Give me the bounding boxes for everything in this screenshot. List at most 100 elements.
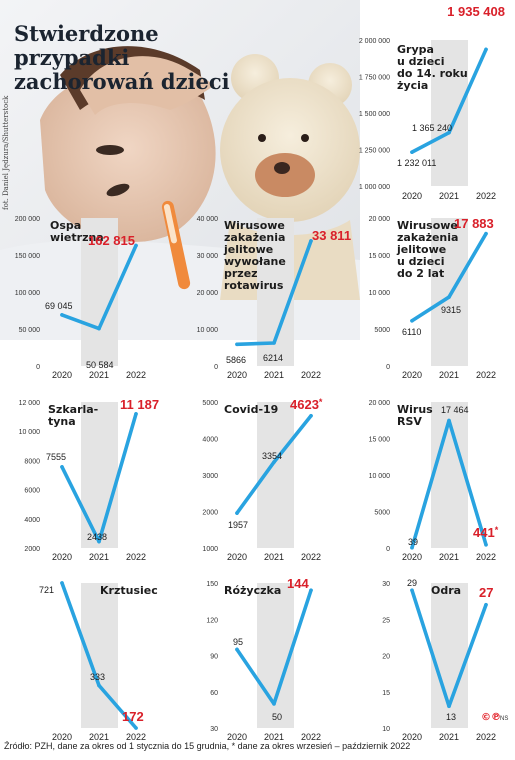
panel-title: Ospa wietrzna [50, 219, 104, 244]
data-point-2020 [235, 511, 239, 515]
y-tick-label: 2 000 000 [359, 38, 390, 45]
y-tick-label: 100 000 [15, 290, 40, 297]
panel-title: Wirusowe zakażenia jelitowe wywołane przez ro… [223, 219, 286, 292]
y-tick-label: 1 250 000 [359, 148, 390, 155]
data-point-2020 [60, 313, 64, 317]
y-tick-label: 0 [36, 364, 40, 371]
y-tick-label: 60 [210, 690, 218, 697]
data-point-2021 [447, 130, 451, 135]
chart-panel-3: 0 10 000 20 000 30 000 40 000 2020 2021 2022 Wir… [197, 216, 351, 380]
publisher-logo: ©℗ [481, 712, 501, 723]
chart-panel-10: 10 15 20 25 30 2020 2021 2022 Odra 29 13 27 [382, 578, 496, 742]
data-point-2020 [410, 545, 414, 550]
x-tick-label: 2020 [402, 552, 422, 562]
y-tick-label: 150 000 [15, 253, 40, 260]
value-label-highlight: 172 [122, 709, 144, 724]
y-tick-label: 1 750 000 [359, 75, 390, 82]
value-label: 3354 [262, 451, 282, 461]
x-tick-label: 2022 [301, 732, 321, 742]
value-label: 29 [407, 578, 417, 588]
data-point-2020 [60, 465, 64, 469]
value-label: 50 584 [86, 360, 114, 370]
value-label: 1 365 240 [412, 123, 452, 133]
y-tick-label: 200 000 [15, 216, 40, 223]
y-tick-label: 10 000 [19, 429, 41, 436]
chart-panel-7: 0 5000 10 000 15 000 20 000 2020 2021 2022 Wirus… [369, 400, 499, 562]
x-tick-label: 2021 [439, 552, 459, 562]
y-tick-label: 10 [382, 726, 390, 733]
y-tick-label: 6000 [24, 488, 40, 495]
x-tick-label: 2022 [301, 370, 321, 380]
value-label: 6110 [402, 327, 421, 337]
x-tick-label: 2022 [126, 370, 146, 380]
y-tick-label: 20 000 [369, 216, 391, 223]
x-tick-label: 2020 [402, 370, 422, 380]
data-point-2020 [60, 581, 64, 585]
value-label: 69 045 [45, 301, 73, 311]
value-label-highlight: 33 811 [312, 228, 351, 243]
x-tick-label: 2021 [89, 552, 109, 562]
y-tick-label: 150 [206, 581, 218, 588]
panel-title: Wirusowe zakażenia jelitowe u dzieci do 2 la… [396, 219, 458, 280]
value-label: 1 232 011 [397, 158, 436, 168]
x-tick-label: 2020 [227, 370, 247, 380]
y-tick-label: 20 000 [197, 290, 219, 297]
data-point-2021 [447, 704, 451, 709]
x-tick-label: 2021 [439, 732, 459, 742]
x-tick-label: 2020 [402, 732, 422, 742]
x-tick-label: 2020 [227, 552, 247, 562]
data-point-2021 [272, 460, 276, 464]
panel-title: Covid-19 [224, 403, 278, 416]
y-tick-label: 3000 [202, 473, 218, 480]
value-label-highlight: 144 [287, 576, 309, 591]
data-point-2022 [484, 602, 488, 607]
value-label: 5866 [226, 355, 246, 365]
y-tick-label: 15 [382, 690, 390, 697]
panel-title: Krztusiec [100, 584, 158, 597]
value-label: 721 [39, 585, 54, 595]
y-tick-label: 0 [386, 364, 390, 371]
value-label: 95 [233, 637, 243, 647]
data-point-2021 [272, 702, 276, 706]
y-tick-label: 120 [206, 617, 218, 624]
data-point-2021 [447, 418, 451, 423]
y-tick-label: 20 [382, 654, 390, 661]
value-label: 39 [408, 537, 418, 547]
value-label: 7555 [46, 452, 66, 462]
chart-panel-2: 0 50 000 100 000 150 000 200 000 2020 2021 2022… [15, 216, 146, 380]
headline: Stwierdzone przypadki zachorowań dzieci [14, 21, 230, 94]
data-point-2020 [410, 318, 414, 323]
x-tick-label: 2021 [439, 191, 459, 201]
chart-panel-6: 1000 2000 3000 4000 5000 2020 2021 2022 Covid-19… [202, 397, 323, 562]
x-tick-label: 2021 [439, 370, 459, 380]
x-tick-label: 2021 [264, 552, 284, 562]
y-tick-label: 12 000 [19, 400, 41, 407]
data-point-2022 [134, 726, 138, 730]
panel-title: Odra [431, 584, 461, 597]
value-label-highlight: 4623* [290, 397, 323, 412]
chart-panel-5: 2000 4000 6000 8000 10 000 12 000 2020 2021 2022… [19, 397, 159, 562]
x-tick-label: 2020 [52, 552, 72, 562]
y-tick-label: 4000 [24, 517, 40, 524]
data-point-2021 [97, 539, 101, 544]
y-tick-label: 1 000 000 [359, 184, 390, 191]
y-tick-label: 15 000 [369, 253, 391, 260]
y-tick-label: 20 000 [369, 400, 391, 407]
value-label-highlight: 441* [473, 525, 499, 540]
y-tick-label: 40 000 [197, 216, 219, 223]
chart-panel-4: 0 5000 10 000 15 000 20 000 2020 2021 2022 Wirus… [369, 216, 496, 380]
x-tick-label: 2020 [52, 370, 72, 380]
y-tick-label: 10 000 [369, 290, 391, 297]
value-label-highlight: 162 815 [88, 233, 135, 248]
chart-panel-9: 30 60 90 120 150 2020 2021 2022 Różyczka 95 50 144 [206, 576, 321, 742]
data-point-2022 [134, 412, 138, 416]
x-tick-label: 2020 [402, 191, 422, 201]
panel-title: Różyczka [224, 584, 281, 597]
x-tick-label: 2021 [264, 732, 284, 742]
value-label-highlight: 1 935 408 [447, 4, 505, 19]
panel-title: Wirus RSV [397, 403, 433, 428]
data-point-2020 [235, 647, 239, 652]
highlight-band-2021 [81, 218, 118, 366]
x-tick-label: 2020 [227, 732, 247, 742]
